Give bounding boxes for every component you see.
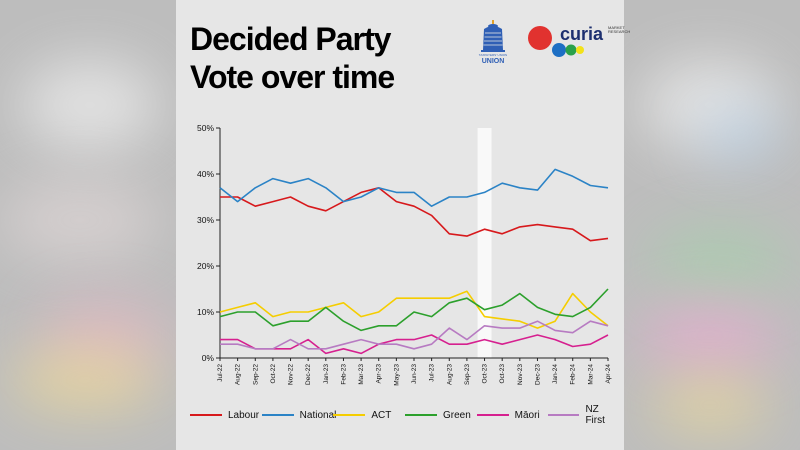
curia-subtext: MARKET RESEARCH: [608, 25, 631, 34]
bg-blob: [10, 350, 160, 410]
y-tick-label: 0%: [202, 353, 215, 363]
bg-blob: [640, 300, 780, 370]
x-tick-label: Jun-23: [411, 364, 418, 384]
x-tick-label: Mar-24: [587, 364, 594, 385]
curia-logo: curia MARKET RESEARCH: [524, 22, 630, 67]
x-tick-label: Apr-23: [376, 364, 383, 384]
legend-label: ACT: [371, 409, 392, 421]
chart-card: Decided Party Vote over time TAXPAYERS' …: [176, 0, 630, 450]
x-tick-label: Nov-23: [517, 364, 524, 385]
x-tick-label: Dec-22: [305, 364, 312, 385]
x-tick-label: Dec-23: [534, 364, 541, 385]
series-line-nz-first: [220, 320, 609, 350]
taxpayers-union-logo: TAXPAYERS' UNION UNION: [476, 20, 510, 69]
x-tick-label: Oct-23: [482, 364, 489, 384]
x-tick-label: Jul-22: [217, 364, 224, 382]
legend-item: Labour: [190, 408, 259, 422]
y-tick-label: 50%: [197, 123, 214, 133]
legend-swatch: [261, 414, 294, 416]
legend-item: Green: [405, 408, 471, 422]
y-tick-label: 30%: [197, 215, 214, 225]
legend-item: ACT: [333, 408, 391, 422]
legend-swatch: [548, 414, 580, 416]
x-tick-label: Oct-23: [499, 364, 506, 384]
x-tick-label: Jan-23: [323, 364, 330, 384]
x-tick-label: Nov-22: [288, 364, 295, 385]
series-line-m-ori: [220, 334, 609, 355]
legend-item: National: [261, 408, 337, 422]
x-tick-label: Sep-22: [252, 364, 259, 385]
y-tick-label: 20%: [197, 261, 214, 271]
legend-swatch: [333, 414, 366, 416]
bg-blob: [0, 180, 160, 260]
legend-swatch: [190, 414, 222, 416]
bg-blob: [20, 60, 160, 150]
taxpayers-union-small-text: TAXPAYERS' UNION: [479, 53, 507, 57]
chart-title: Decided Party Vote over time: [190, 20, 395, 96]
legend-label: Māori: [514, 409, 540, 421]
y-tick-label: 40%: [197, 169, 214, 179]
curia-wordmark: curia: [560, 24, 604, 44]
highlight-band: [477, 128, 492, 358]
series-line-act: [219, 290, 609, 329]
title-line-2: Vote over time: [190, 59, 395, 95]
legend-label: Labour: [228, 409, 260, 421]
title-line-1: Decided Party: [190, 21, 391, 57]
beehive-icon: TAXPAYERS' UNION UNION: [479, 20, 507, 65]
bg-blob: [700, 110, 780, 160]
x-tick-label: Jul-23: [429, 364, 436, 382]
legend-item: NZ First: [548, 404, 620, 426]
x-tick-label: Aug-22: [235, 364, 242, 385]
x-tick-label: Mar-23: [358, 364, 365, 385]
legend-swatch: [476, 414, 509, 416]
x-tick-label: Oct-22: [270, 364, 277, 384]
y-tick-label: 10%: [197, 307, 214, 317]
line-chart: 50% 40% 30% 20% 10% 0%Jul-22 Aug-22 Sep-22 Oct-2…: [197, 123, 612, 386]
legend-label: Green: [443, 409, 471, 421]
legend-item: Māori: [476, 408, 540, 422]
x-tick-label: Sep-23: [464, 364, 471, 385]
legend-label: National: [299, 409, 337, 421]
legend-swatch: [405, 414, 437, 416]
x-tick-label: Apr-24: [605, 364, 612, 384]
legend-label: NZ First: [585, 404, 605, 426]
series-line-labour: [220, 187, 609, 242]
bg-blob: [650, 230, 790, 300]
chart-legend: Labour National ACT Green Māori NZ First: [190, 404, 620, 426]
curia-dots-icon: [528, 26, 584, 57]
series-line-national: [219, 168, 609, 207]
x-tick-label: Jan-24: [552, 364, 559, 384]
x-tick-label: Feb-24: [570, 364, 577, 385]
bg-blob: [650, 380, 770, 430]
x-tick-label: Feb-23: [340, 364, 347, 385]
series-line-green: [219, 288, 609, 332]
x-tick-label: May-23: [393, 364, 400, 386]
union-word: UNION: [482, 58, 505, 64]
x-tick-label: Aug-23: [446, 364, 453, 385]
